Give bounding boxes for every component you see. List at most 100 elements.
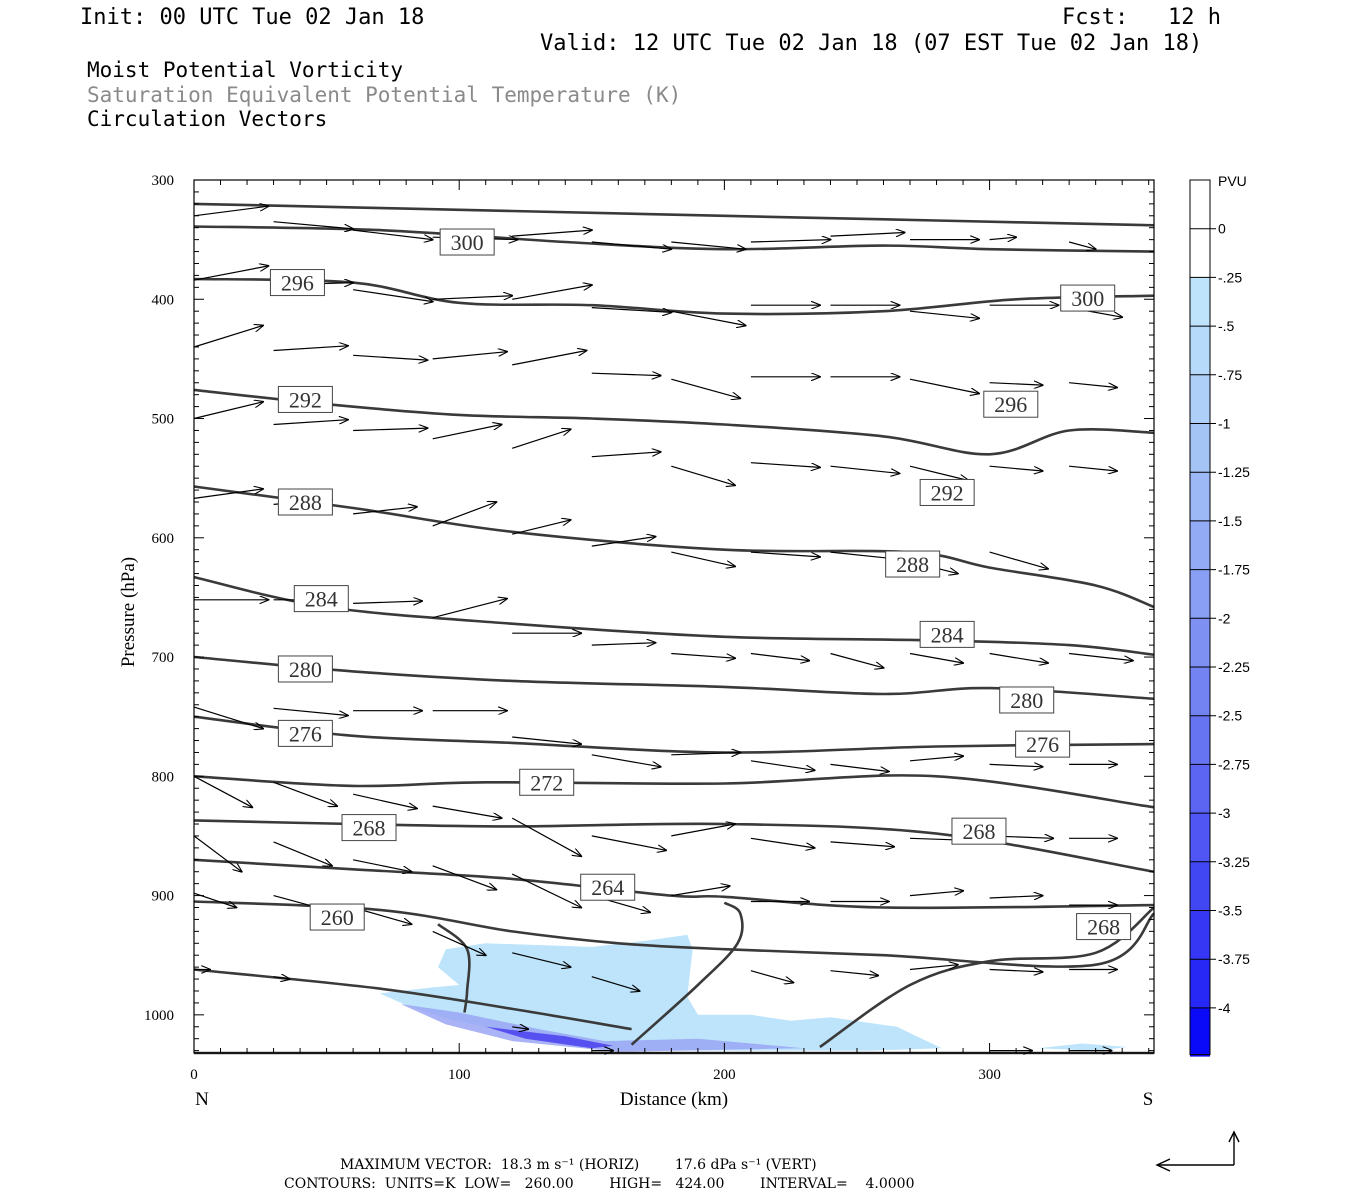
contour-label: 276 [289, 721, 322, 746]
contour-label: 296 [994, 392, 1027, 417]
isentrope-line [193, 774, 1155, 809]
circulation-vector [591, 643, 656, 645]
circulation-vector [432, 425, 502, 440]
colorbar-label: -2.25 [1218, 659, 1250, 675]
colorbar-label: -.25 [1218, 269, 1242, 285]
circulation-vector [512, 736, 581, 744]
contour-label-box [277, 655, 333, 683]
y-tick-label: 800 [152, 769, 175, 785]
contour-label-box [919, 620, 975, 648]
contour-label: 268 [1087, 915, 1120, 940]
isentrope-line [193, 968, 632, 1031]
circulation-vector [671, 241, 745, 249]
circulation-vector [830, 465, 900, 473]
contour-label-box [885, 550, 941, 578]
contour-label: 268 [962, 819, 995, 844]
circulation-vector [591, 307, 672, 313]
contour-label-box [277, 719, 333, 747]
colorbar-swatch [1190, 472, 1210, 521]
contour-label-box [919, 478, 975, 506]
circulation-vector [830, 652, 884, 668]
circulation-vector [1069, 382, 1117, 388]
circulation-vector [512, 952, 570, 967]
colorbar-swatch [1190, 764, 1210, 814]
circulation-vector [671, 465, 735, 485]
contour-label-box [309, 903, 365, 931]
circulation-vector [909, 965, 958, 971]
contour-label-layer: 300 296 300 292 296 292 288 288 284 284 280 280 276 2… [269, 228, 1132, 941]
colorbar-swatch [1190, 228, 1210, 278]
contour-label: 280 [1010, 688, 1043, 713]
contour-label-box [951, 817, 1007, 845]
circulation-vector [830, 970, 879, 976]
colorbar-swatch [1190, 520, 1210, 570]
contour-label-box [277, 385, 333, 413]
circulation-vector [830, 233, 905, 237]
contour-label-box [341, 814, 397, 842]
isentrope-line [193, 388, 1155, 456]
circulation-vector [591, 835, 666, 850]
circulation-vector [432, 502, 497, 527]
circulation-vector [193, 706, 263, 729]
colorbar-border [1189, 179, 1211, 1056]
colorbar-swatch [1190, 618, 1210, 667]
isentrope-line [819, 906, 1155, 1049]
colorbar-swatch [1190, 667, 1210, 716]
circulation-vector [512, 285, 592, 300]
circulation-vector [909, 756, 963, 762]
max-vector-note: MAXIMUM VECTOR: 18.3 m s⁻¹ (HORIZ) 17.6 … [340, 1157, 817, 1173]
isentrope-line [193, 900, 1155, 968]
contour-label: 268 [353, 816, 386, 841]
circulation-vector [432, 599, 507, 619]
contour-label-box [983, 390, 1039, 418]
colorbar-swatch [1190, 813, 1210, 862]
circulation-vector [909, 378, 979, 393]
reference-vector-icon [1155, 1130, 1240, 1172]
x-tick-label: 100 [448, 1067, 471, 1083]
circulation-vector [989, 237, 1017, 239]
isentrope-line [193, 715, 1155, 754]
circulation-vector [591, 754, 661, 767]
x-tick-label: 0 [190, 1067, 198, 1083]
contour-label-box [519, 768, 575, 796]
pv-region [379, 934, 942, 1051]
colorbar-swatch [1190, 715, 1210, 765]
circulation-vector [989, 383, 1043, 385]
isentrope-line [193, 225, 1155, 253]
circulation-vector [989, 465, 1043, 471]
colorbar-label: -1.5 [1218, 513, 1242, 529]
field-title-thetae: Saturation Equivalent Potential Temperat… [87, 83, 682, 107]
circulation-vector [591, 452, 661, 458]
colorbar-label: -3.25 [1218, 854, 1250, 870]
circulation-vector [193, 326, 263, 348]
contour-label: 288 [896, 552, 929, 577]
x-axis-label: Distance (km) [620, 1089, 728, 1110]
contour-label: 300 [451, 230, 484, 255]
circulation-vector [273, 781, 338, 806]
forecast-hour: Fcst: 12 h [1062, 5, 1221, 30]
circulation-vector [273, 841, 332, 866]
colorbar-label: -2.75 [1218, 756, 1250, 772]
contour-label-box [439, 228, 495, 256]
circulation-vector [989, 764, 1043, 766]
init-time: Init: 00 UTC Tue 02 Jan 18 [80, 5, 425, 30]
y-tick-label: 1000 [144, 1008, 174, 1024]
plot-border [193, 179, 1155, 1054]
colorbar-label: -3.75 [1218, 951, 1250, 967]
circulation-vector [193, 489, 263, 499]
x-end-label-south: S [1143, 1089, 1154, 1110]
colorbar-label: -4 [1218, 1000, 1231, 1016]
colorbar-swatch [1190, 326, 1210, 375]
circulation-vector [353, 601, 422, 603]
circulation-vector [671, 652, 735, 659]
pv-region [1037, 1043, 1128, 1051]
circulation-vector [193, 835, 242, 872]
contour-label: 272 [530, 770, 563, 795]
y-tick-label: 900 [152, 889, 175, 905]
y-axis-label: Pressure (hPa) [118, 557, 139, 667]
contour-info-note: CONTOURS: UNITS=K LOW= 260.00 HIGH= 424.… [284, 1176, 915, 1192]
axis-layer: Distance (km) Pressure (hPa) N S 0 100 200… [118, 173, 1153, 1110]
colorbar-label: -2.5 [1218, 708, 1242, 724]
contour-label-box [1015, 730, 1071, 758]
circulation-vector [750, 760, 815, 771]
